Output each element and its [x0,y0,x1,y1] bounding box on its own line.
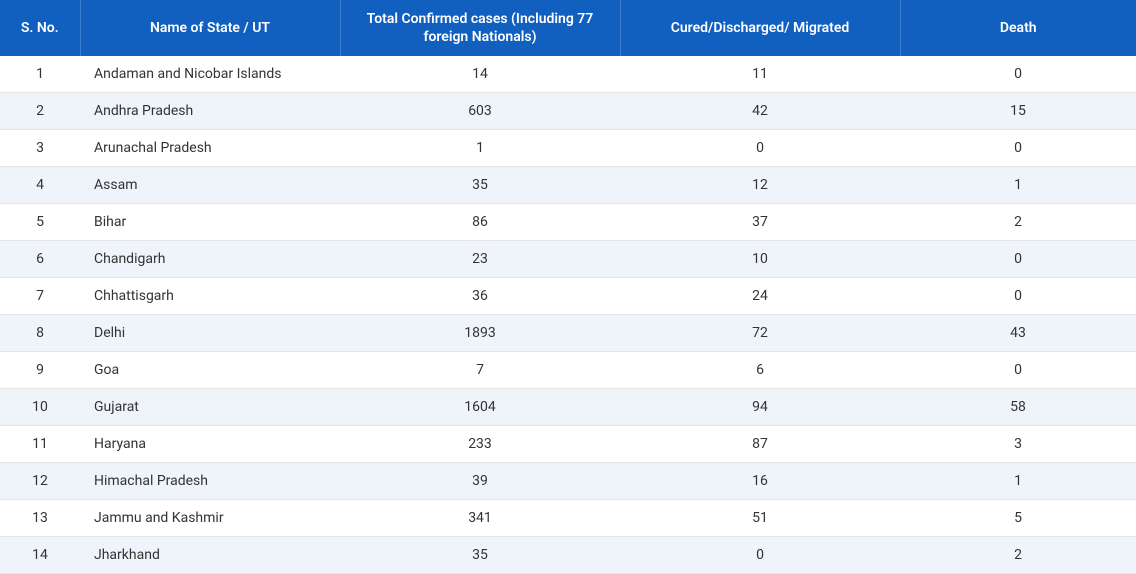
cell-state: Jharkhand [80,537,340,574]
cell-conf: 1893 [340,315,620,352]
table-row: 7Chhattisgarh36240 [0,278,1136,315]
cell-conf: 36 [340,278,620,315]
col-header-conf: Total Confirmed cases (Including 77 fore… [340,0,620,56]
cell-state: Himachal Pradesh [80,463,340,500]
cell-sno: 3 [0,130,80,167]
cell-state: Chandigarh [80,241,340,278]
table-row: 13Jammu and Kashmir341515 [0,500,1136,537]
col-header-sno: S. No. [0,0,80,56]
table-header: S. No. Name of State / UT Total Confirme… [0,0,1136,56]
cell-death: 0 [900,130,1136,167]
cell-death: 2 [900,204,1136,241]
cell-cured: 37 [620,204,900,241]
cell-cured: 10 [620,241,900,278]
cell-conf: 35 [340,167,620,204]
col-header-death: Death [900,0,1136,56]
cell-conf: 1 [340,130,620,167]
cell-death: 0 [900,352,1136,389]
cell-conf: 35 [340,537,620,574]
cell-death: 3 [900,426,1136,463]
cell-cured: 12 [620,167,900,204]
cell-sno: 5 [0,204,80,241]
cell-conf: 86 [340,204,620,241]
cell-state: Arunachal Pradesh [80,130,340,167]
cell-state: Bihar [80,204,340,241]
cell-state: Gujarat [80,389,340,426]
table-row: 11Haryana233873 [0,426,1136,463]
cell-state: Andaman and Nicobar Islands [80,56,340,93]
cell-death: 58 [900,389,1136,426]
table-body: 1Andaman and Nicobar Islands141102Andhra… [0,56,1136,574]
cell-state: Haryana [80,426,340,463]
cell-death: 15 [900,93,1136,130]
table-row: 4Assam35121 [0,167,1136,204]
cell-cured: 94 [620,389,900,426]
table-row: 5Bihar86372 [0,204,1136,241]
table-row: 3Arunachal Pradesh100 [0,130,1136,167]
cell-death: 1 [900,463,1136,500]
cell-sno: 6 [0,241,80,278]
cell-sno: 10 [0,389,80,426]
cell-sno: 12 [0,463,80,500]
cell-death: 1 [900,167,1136,204]
cell-conf: 14 [340,56,620,93]
cell-conf: 341 [340,500,620,537]
cell-cured: 87 [620,426,900,463]
table-row: 9Goa760 [0,352,1136,389]
table-row: 6Chandigarh23100 [0,241,1136,278]
cell-state: Delhi [80,315,340,352]
covid-state-table: S. No. Name of State / UT Total Confirme… [0,0,1136,574]
cell-conf: 23 [340,241,620,278]
cell-conf: 603 [340,93,620,130]
cell-cured: 51 [620,500,900,537]
cell-cured: 0 [620,537,900,574]
table-row: 2Andhra Pradesh6034215 [0,93,1136,130]
col-header-cured: Cured/Discharged/ Migrated [620,0,900,56]
cell-death: 43 [900,315,1136,352]
cell-conf: 233 [340,426,620,463]
cell-sno: 13 [0,500,80,537]
cell-sno: 14 [0,537,80,574]
col-header-state: Name of State / UT [80,0,340,56]
cell-sno: 1 [0,56,80,93]
cell-state: Assam [80,167,340,204]
cell-death: 5 [900,500,1136,537]
cell-sno: 11 [0,426,80,463]
cell-cured: 11 [620,56,900,93]
cell-state: Goa [80,352,340,389]
cell-sno: 2 [0,93,80,130]
cell-cured: 6 [620,352,900,389]
cell-cured: 24 [620,278,900,315]
cell-sno: 9 [0,352,80,389]
cell-sno: 8 [0,315,80,352]
table-row: 14Jharkhand3502 [0,537,1136,574]
cell-cured: 0 [620,130,900,167]
cell-death: 0 [900,278,1136,315]
table-row: 10Gujarat16049458 [0,389,1136,426]
cell-cured: 16 [620,463,900,500]
table-row: 8Delhi18937243 [0,315,1136,352]
cell-state: Jammu and Kashmir [80,500,340,537]
cell-cured: 72 [620,315,900,352]
table-row: 12Himachal Pradesh39161 [0,463,1136,500]
cell-state: Chhattisgarh [80,278,340,315]
cell-sno: 4 [0,167,80,204]
cell-death: 0 [900,241,1136,278]
cell-conf: 39 [340,463,620,500]
cell-state: Andhra Pradesh [80,93,340,130]
cell-death: 2 [900,537,1136,574]
cell-sno: 7 [0,278,80,315]
table-row: 1Andaman and Nicobar Islands14110 [0,56,1136,93]
cell-death: 0 [900,56,1136,93]
cell-cured: 42 [620,93,900,130]
cell-conf: 1604 [340,389,620,426]
cell-conf: 7 [340,352,620,389]
